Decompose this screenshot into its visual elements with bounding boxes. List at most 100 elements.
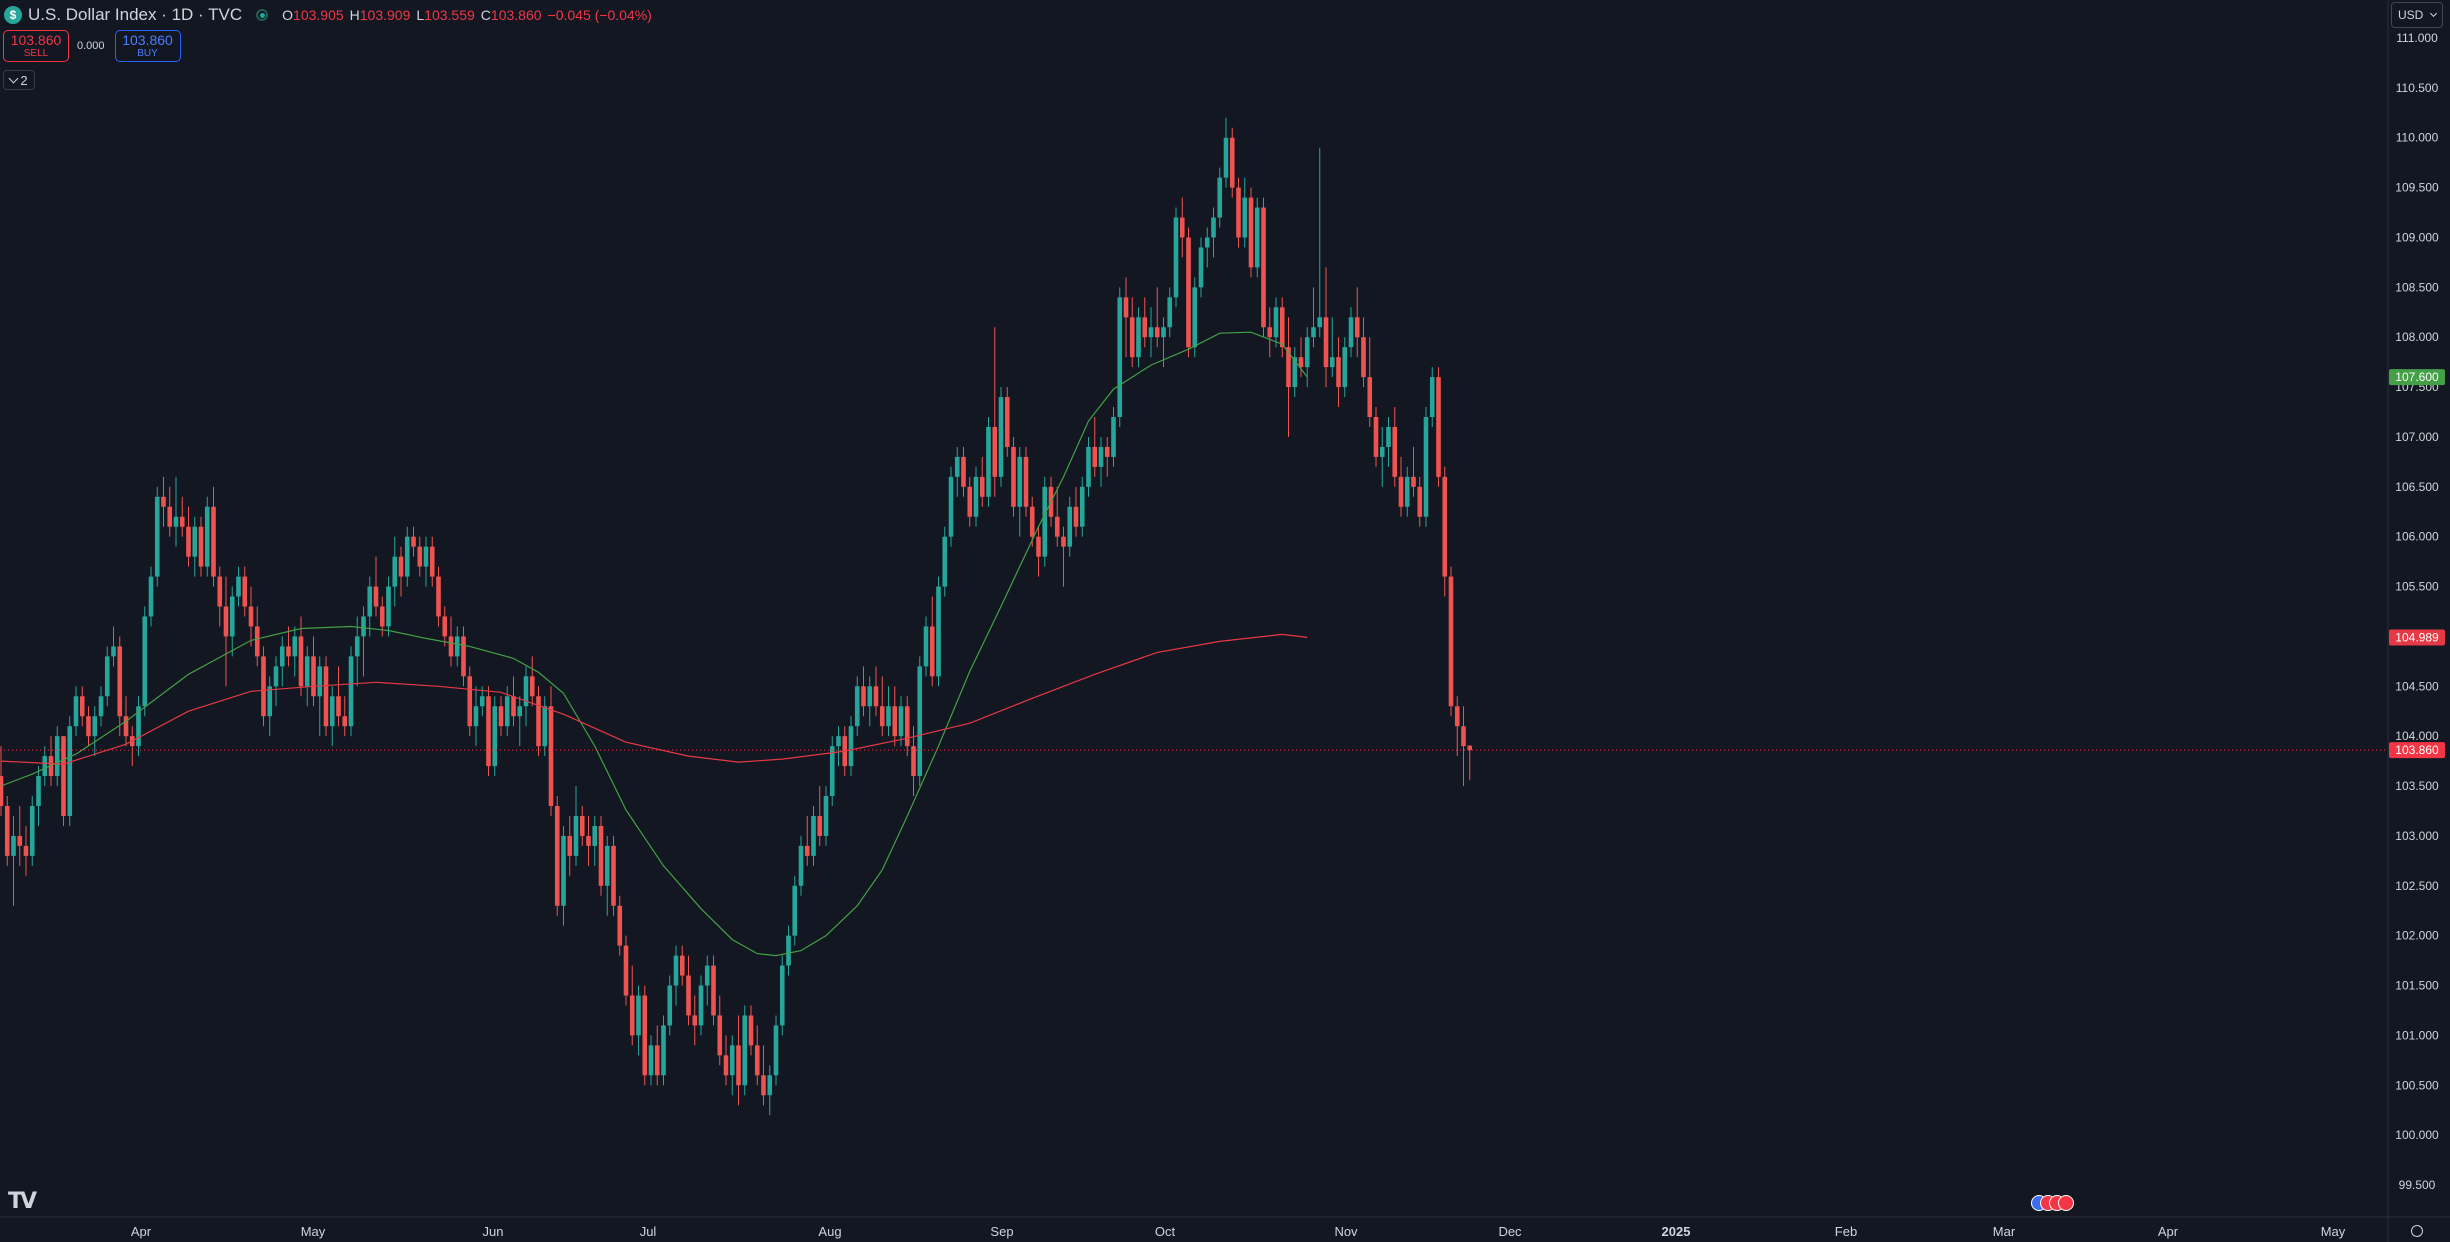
candle-body bbox=[992, 426, 998, 477]
candle bbox=[636, 985, 641, 1056]
candle-body bbox=[1242, 197, 1248, 238]
tradingview-logo-icon[interactable]: TV bbox=[8, 1189, 37, 1214]
candle bbox=[398, 546, 404, 597]
candle-body bbox=[1011, 446, 1016, 507]
candle bbox=[129, 726, 135, 767]
price-label-bg bbox=[2389, 369, 2445, 386]
candle-body bbox=[1223, 137, 1229, 178]
candle-body bbox=[1261, 207, 1266, 328]
candle bbox=[17, 805, 23, 866]
candle-body bbox=[111, 646, 116, 657]
candle bbox=[92, 706, 98, 757]
candle bbox=[1092, 417, 1098, 477]
sell-label: SELL bbox=[23, 48, 49, 59]
candle-body bbox=[754, 1045, 760, 1076]
candle bbox=[998, 387, 1004, 487]
candle-body bbox=[1423, 417, 1429, 517]
candle bbox=[742, 1005, 748, 1096]
candle bbox=[892, 686, 898, 747]
candle bbox=[23, 825, 29, 876]
price-label: 107.600 bbox=[2395, 370, 2439, 384]
candle-body bbox=[436, 576, 441, 617]
candle-body bbox=[917, 666, 923, 777]
candle-body bbox=[317, 666, 323, 697]
candle-body bbox=[1079, 486, 1085, 527]
candle-body bbox=[973, 476, 979, 517]
candle bbox=[1161, 317, 1166, 368]
candle bbox=[911, 726, 916, 797]
candle bbox=[811, 805, 816, 866]
candle bbox=[311, 636, 316, 707]
candle-body bbox=[1142, 317, 1148, 338]
indicators-toggle-button[interactable]: 2 bbox=[3, 70, 35, 90]
candle bbox=[98, 686, 104, 727]
candle-body bbox=[698, 985, 704, 1026]
candle-body bbox=[829, 746, 835, 797]
candle-body bbox=[54, 736, 60, 777]
candle-body bbox=[823, 796, 829, 836]
gear-icon[interactable] bbox=[2411, 1225, 2423, 1237]
candle-body bbox=[573, 815, 579, 856]
candle-body bbox=[861, 686, 866, 707]
candle-body bbox=[1279, 307, 1285, 348]
symbol-title[interactable]: U.S. Dollar Index · 1D · TVC bbox=[28, 5, 243, 24]
candle-body bbox=[17, 835, 23, 846]
candle-body bbox=[198, 526, 204, 567]
buy-button[interactable]: 103.860 BUY bbox=[114, 30, 181, 62]
candle-body bbox=[186, 526, 191, 557]
market-status-icon[interactable] bbox=[256, 9, 269, 21]
candle bbox=[498, 696, 504, 737]
candle-body bbox=[1298, 357, 1304, 368]
candle bbox=[823, 786, 829, 846]
candle-body bbox=[504, 696, 510, 727]
candle bbox=[1192, 277, 1198, 358]
candle-body bbox=[679, 955, 685, 976]
y-tick-label: 108.500 bbox=[2395, 280, 2439, 294]
candle bbox=[1442, 466, 1448, 597]
candle-body bbox=[1392, 426, 1398, 477]
candle-body bbox=[0, 776, 4, 806]
sell-button[interactable]: 103.860 SELL bbox=[3, 30, 69, 62]
candle bbox=[786, 925, 791, 976]
candle bbox=[586, 815, 591, 866]
candle-body bbox=[1217, 177, 1223, 218]
candle bbox=[761, 1045, 766, 1106]
candle bbox=[929, 596, 935, 687]
candle bbox=[261, 646, 266, 727]
candle bbox=[1223, 117, 1229, 188]
candle-body bbox=[267, 686, 273, 717]
candle-body bbox=[1311, 327, 1316, 338]
candle bbox=[867, 676, 873, 727]
candle bbox=[717, 995, 723, 1066]
candle bbox=[1136, 307, 1141, 368]
candle-body bbox=[704, 965, 710, 986]
y-tick-label: 102.000 bbox=[2395, 929, 2439, 943]
candle bbox=[861, 666, 866, 717]
candle bbox=[792, 875, 798, 946]
candle bbox=[267, 676, 273, 737]
candle bbox=[273, 656, 279, 707]
currency-selector[interactable]: USD bbox=[2391, 2, 2443, 28]
candle bbox=[898, 696, 904, 747]
candle-body bbox=[1317, 317, 1323, 328]
candle-body bbox=[329, 696, 335, 727]
candle-body bbox=[1248, 197, 1254, 268]
candle-body bbox=[1073, 506, 1079, 527]
candle bbox=[417, 536, 423, 577]
candle bbox=[173, 476, 179, 547]
y-tick-label: 110.500 bbox=[2396, 81, 2439, 95]
candle bbox=[1392, 407, 1398, 487]
candle bbox=[879, 676, 885, 737]
economic-events-marker[interactable] bbox=[2031, 1195, 2074, 1211]
candle-body bbox=[1017, 456, 1023, 507]
candle bbox=[1123, 277, 1129, 358]
candle-body bbox=[836, 736, 841, 747]
candle-body bbox=[554, 805, 560, 906]
candle bbox=[748, 1005, 754, 1056]
candle bbox=[679, 945, 685, 986]
candle bbox=[179, 496, 185, 537]
candle bbox=[1229, 127, 1235, 198]
candle-body bbox=[1061, 536, 1066, 547]
x-tick-label: Sep bbox=[990, 1224, 1013, 1239]
